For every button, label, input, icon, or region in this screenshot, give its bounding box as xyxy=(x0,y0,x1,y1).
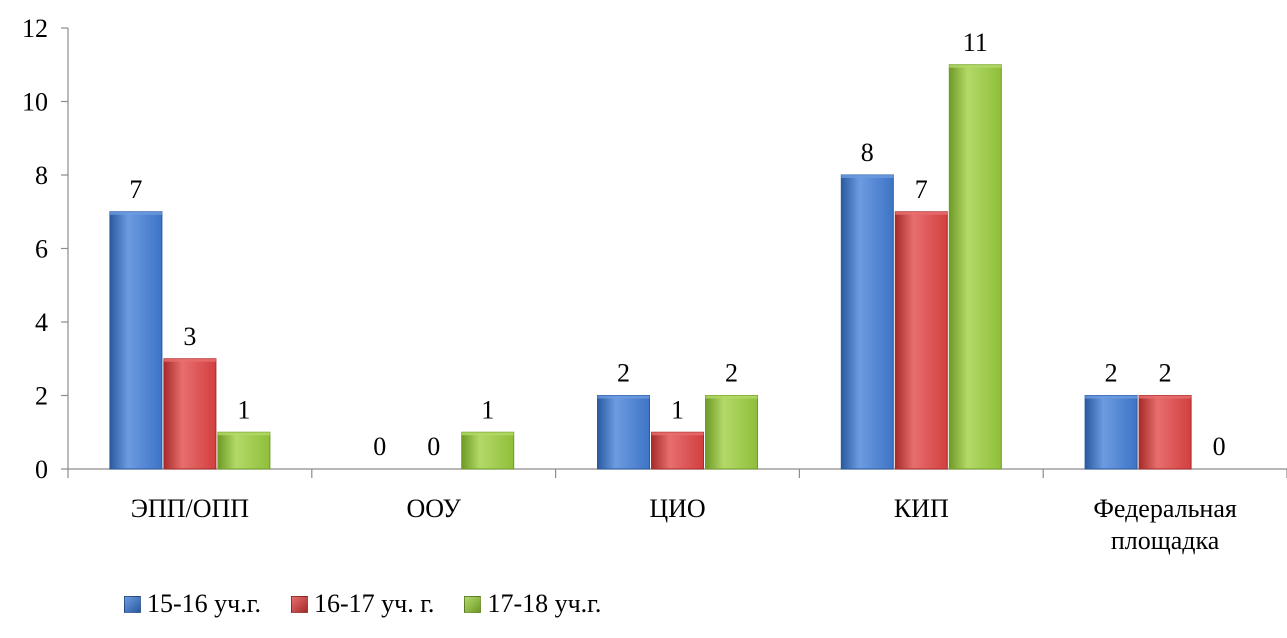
bar xyxy=(461,431,515,470)
data-label: 8 xyxy=(861,138,874,167)
legend-item: 15-16 уч.г. xyxy=(124,589,261,619)
data-label: 0 xyxy=(427,432,440,461)
bar xyxy=(651,431,704,470)
bar xyxy=(1138,395,1192,470)
y-tick-label: 2 xyxy=(35,382,48,411)
data-label: 7 xyxy=(915,175,928,204)
bar-highlight xyxy=(217,432,270,436)
bar-highlight xyxy=(109,211,162,215)
legend-swatch xyxy=(124,595,141,613)
chart-labels: 7 3 1 0 0 1 2 1 2 8 7 11 2 2 0 xyxy=(129,28,1225,461)
bar xyxy=(217,431,271,470)
bar-highlight xyxy=(163,358,216,362)
y-tick-label: 8 xyxy=(35,161,48,190)
data-label: 1 xyxy=(481,395,494,424)
data-label: 0 xyxy=(1213,432,1226,461)
data-label: 2 xyxy=(617,359,630,388)
bar-highlight xyxy=(895,211,948,215)
bar xyxy=(705,395,758,470)
x-category-label: ЦИО xyxy=(649,494,705,523)
legend-swatch xyxy=(290,595,308,613)
bar-highlight xyxy=(597,395,650,399)
bar-highlight xyxy=(705,395,758,399)
bar xyxy=(948,64,1002,470)
bar xyxy=(597,395,650,470)
chart-legend: 15-16 уч.г. 16-17 уч. г. 17-18 уч.г. xyxy=(124,584,631,624)
x-category-label: Федеральная площадка xyxy=(1093,494,1237,555)
data-label: 0 xyxy=(373,432,386,461)
legend-label: 15-16 уч.г. xyxy=(147,589,261,618)
legend-item: 16-17 уч. г. xyxy=(290,589,435,619)
data-label: 1 xyxy=(237,395,250,424)
x-category-label: ООУ xyxy=(406,494,461,523)
data-label: 7 xyxy=(129,175,142,204)
y-tick-label: 0 xyxy=(35,455,48,484)
bar xyxy=(109,211,163,470)
bar xyxy=(1084,395,1138,470)
bar-highlight xyxy=(651,432,704,436)
y-tick-label: 6 xyxy=(35,235,48,264)
bar-highlight xyxy=(841,175,894,178)
legend-swatch xyxy=(464,595,482,613)
data-label: 2 xyxy=(1105,359,1118,388)
data-label: 1 xyxy=(671,395,684,424)
bar xyxy=(163,358,217,470)
chart-bars xyxy=(109,64,1192,470)
legend-label: 17-18 уч.г. xyxy=(487,589,602,618)
y-tick-label: 12 xyxy=(22,14,48,43)
bar-highlight xyxy=(1085,395,1138,399)
data-label: 2 xyxy=(1159,359,1172,388)
y-tick-label: 10 xyxy=(22,88,48,117)
x-category-label: ЭПП/ОПП xyxy=(131,494,249,523)
bar-highlight xyxy=(1139,395,1192,399)
legend-label: 16-17 уч. г. xyxy=(313,589,435,618)
legend-item: 17-18 уч.г. xyxy=(464,589,601,619)
data-label: 3 xyxy=(183,322,196,351)
bar-highlight xyxy=(949,64,1002,68)
x-category-label: КИП xyxy=(894,494,949,523)
bar-highlight xyxy=(461,432,514,436)
data-label: 2 xyxy=(725,359,738,388)
data-label: 11 xyxy=(963,28,988,57)
y-tick-label: 4 xyxy=(35,308,48,337)
bar xyxy=(894,211,948,470)
bar xyxy=(840,174,894,470)
